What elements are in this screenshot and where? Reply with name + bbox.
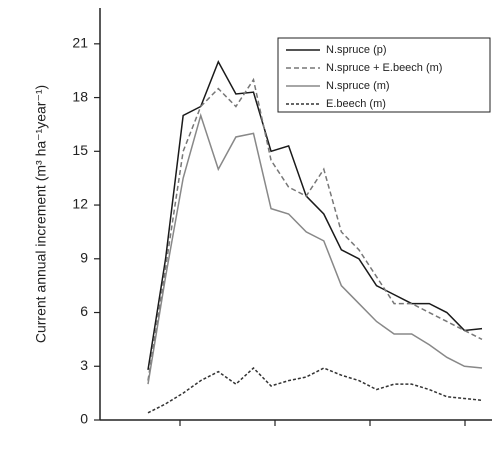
y-tick-label: 3 (80, 357, 88, 373)
y-tick-label: 15 (72, 142, 88, 158)
line-series (147, 59, 483, 370)
line-series (147, 367, 483, 414)
y-tick-label: 12 (72, 196, 88, 212)
y-tick-label: 9 (80, 249, 88, 265)
legend-label: E.beech (m) (326, 98, 386, 110)
y-axis-label: Current annual increment (m³ ha⁻¹year⁻¹) (33, 85, 49, 343)
y-tick-label: 6 (80, 303, 88, 319)
y-tick-label: 18 (72, 88, 88, 104)
y-tick-label: 0 (80, 411, 88, 427)
legend-label: N.spruce (m) (326, 80, 390, 92)
legend-label: N.spruce (p) (326, 44, 387, 56)
y-tick-label: 21 (72, 35, 88, 51)
x-ticks (179, 420, 466, 426)
legend-label: N.spruce + E.beech (m) (326, 62, 442, 74)
line-series (147, 112, 483, 385)
line-series (147, 77, 483, 381)
